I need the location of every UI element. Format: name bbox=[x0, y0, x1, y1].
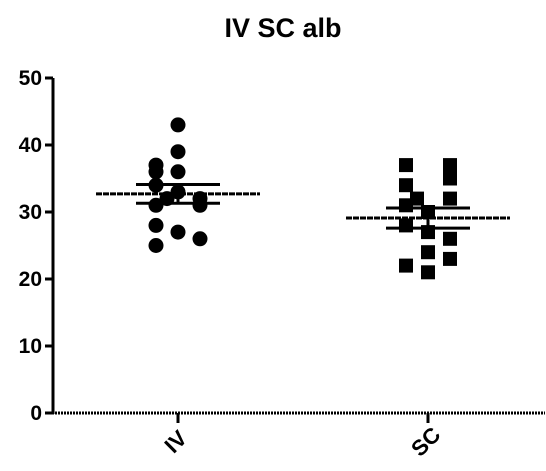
data-point bbox=[148, 197, 164, 213]
data-point bbox=[192, 231, 208, 247]
data-point bbox=[170, 224, 186, 240]
y-tick-label: 30 bbox=[19, 201, 42, 224]
data-point bbox=[443, 171, 457, 186]
data-point bbox=[443, 158, 457, 173]
series-IV bbox=[96, 117, 260, 253]
data-point bbox=[410, 191, 424, 206]
data-point bbox=[170, 164, 186, 180]
data-point bbox=[399, 198, 413, 213]
x-tick-label: IV bbox=[160, 425, 193, 458]
plot-area bbox=[96, 117, 510, 280]
data-point bbox=[399, 158, 413, 173]
data-point bbox=[421, 245, 435, 260]
x-tick-label: SC bbox=[406, 422, 445, 461]
data-point bbox=[443, 191, 457, 206]
y-tick-label: 20 bbox=[19, 268, 42, 291]
data-point bbox=[443, 231, 457, 246]
y-tick-label: 0 bbox=[30, 402, 42, 425]
data-point bbox=[399, 178, 413, 193]
data-point bbox=[421, 265, 435, 280]
y-tick-label: 10 bbox=[19, 335, 42, 358]
data-point bbox=[148, 164, 164, 180]
data-point bbox=[148, 217, 164, 233]
series-SC bbox=[346, 158, 510, 280]
data-point bbox=[170, 117, 186, 133]
data-point bbox=[192, 197, 208, 213]
data-point bbox=[443, 251, 457, 266]
data-point bbox=[170, 144, 186, 160]
x-axis: IV SC bbox=[52, 411, 545, 461]
chart-title: IV SC alb bbox=[224, 13, 341, 43]
data-point bbox=[399, 218, 413, 233]
y-axis: 0 10 20 30 40 50 bbox=[19, 67, 55, 425]
y-tick-label: 50 bbox=[19, 67, 42, 90]
data-point bbox=[148, 238, 164, 253]
y-tick-label: 40 bbox=[19, 134, 42, 157]
data-point bbox=[399, 258, 413, 273]
